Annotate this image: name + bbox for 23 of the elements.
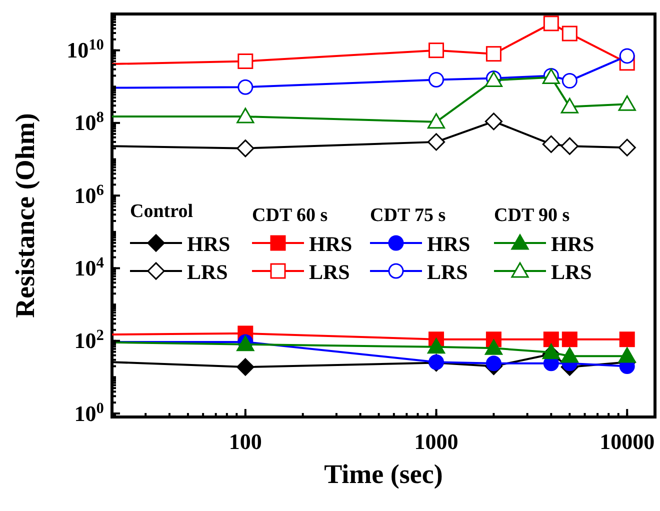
legend-label: HRS <box>427 232 470 256</box>
y-tick-label: 10$^{6}$ <box>74 181 104 208</box>
y-axis-title: Resistance (Ohm) <box>10 113 40 318</box>
x-tick-label: 100 <box>228 429 262 454</box>
legend-label: LRS <box>309 260 350 284</box>
annotation: Control <box>130 201 193 222</box>
x-tick-label: 1000 <box>414 429 458 454</box>
x-tick-label: 10000 <box>600 429 655 454</box>
y-tick-label: 10$^{10}$ <box>66 36 104 63</box>
annotation: CDT 60 s <box>252 205 328 226</box>
y-tick-label: 10$^{8}$ <box>74 108 104 136</box>
annotation: CDT 75 s <box>370 205 446 226</box>
y-tick-label: 10$^{2}$ <box>74 326 104 354</box>
legend-label: LRS <box>551 260 592 284</box>
y-tick-label: 10$^{4}$ <box>74 254 104 281</box>
legend-label: LRS <box>427 260 468 284</box>
legend-label: HRS <box>187 232 230 256</box>
y-tick-label: 10$^{0}$ <box>74 399 104 426</box>
legend-label: HRS <box>551 232 594 256</box>
legend-label: LRS <box>187 260 228 284</box>
x-axis-title: Time (sec) <box>324 459 443 489</box>
legend-label: HRS <box>309 232 352 256</box>
annotation: CDT 90 s <box>494 205 570 226</box>
